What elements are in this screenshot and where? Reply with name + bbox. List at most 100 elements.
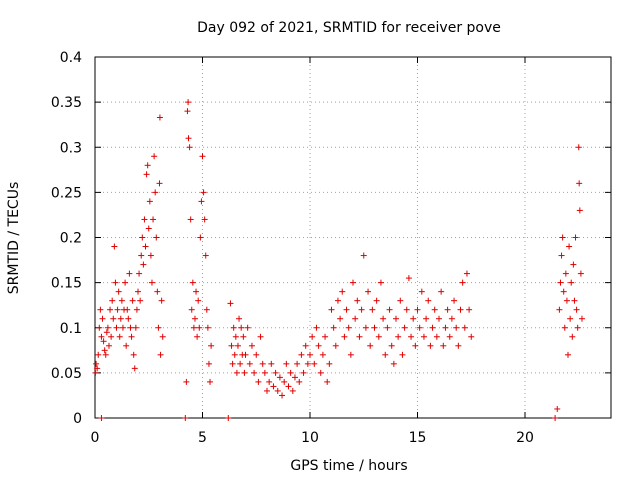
data-point [294, 360, 301, 367]
data-point [225, 415, 232, 421]
data-point [182, 415, 189, 421]
data-point [330, 324, 337, 331]
data-point [201, 216, 208, 223]
data-point [319, 351, 326, 358]
data-point [412, 342, 419, 349]
data-point [557, 279, 564, 286]
data-point [559, 234, 566, 241]
data-point [576, 180, 583, 187]
data-point [122, 279, 129, 286]
data-point [253, 351, 260, 358]
data-point [393, 315, 399, 322]
data-point [570, 261, 577, 268]
y-tick-label: 0.05 [51, 366, 82, 382]
data-point [285, 383, 292, 390]
data-point [147, 252, 154, 259]
data-point [261, 369, 268, 376]
data-point [135, 288, 141, 295]
data-point [568, 279, 575, 286]
data-point [141, 216, 148, 223]
data-point [399, 351, 406, 358]
data-point [560, 288, 567, 295]
data-point [382, 351, 389, 358]
data-point [96, 324, 103, 331]
data-point [562, 270, 569, 277]
data-point [573, 306, 580, 313]
x-tick-label: 15 [409, 430, 427, 446]
data-point [554, 405, 561, 412]
data-point [257, 333, 264, 340]
data-point [354, 297, 361, 304]
data-point [233, 369, 240, 376]
data-point [153, 234, 160, 241]
data-point [405, 275, 412, 282]
data-point [311, 360, 318, 367]
data-point [380, 315, 387, 322]
data-point [431, 306, 438, 313]
data-point [194, 333, 201, 340]
data-point [185, 135, 192, 142]
data-point [556, 306, 563, 313]
data-point [197, 234, 204, 241]
data-point [567, 315, 574, 322]
x-tick-labels: 0 5 10 15 20 [91, 430, 534, 446]
data-point [193, 288, 200, 295]
axis-ticks [94, 56, 611, 419]
data-point [565, 351, 571, 358]
data-point [242, 351, 249, 358]
data-point [203, 306, 210, 313]
data-point [341, 333, 348, 340]
data-point [448, 315, 455, 322]
data-point [455, 342, 462, 349]
y-tick-label: 0.2 [60, 231, 82, 247]
data-point [185, 99, 192, 106]
data-point [95, 351, 102, 358]
data-point [367, 342, 374, 349]
data-point [569, 333, 576, 340]
data-point [200, 189, 207, 196]
data-point [199, 153, 206, 160]
data-point [388, 342, 395, 349]
data-point [289, 387, 296, 394]
data-point [108, 333, 115, 340]
data-point [156, 180, 163, 187]
data-point [232, 333, 239, 340]
data-point [423, 315, 430, 322]
data-point [347, 351, 354, 358]
data-point [246, 360, 253, 367]
data-point [371, 324, 378, 331]
data-point [142, 243, 149, 250]
data-point [112, 279, 119, 286]
data-point [136, 270, 143, 277]
data-point [110, 315, 117, 322]
data-point [375, 333, 382, 340]
data-point [315, 342, 322, 349]
data-point [429, 324, 436, 331]
data-point [438, 288, 445, 295]
data-point [369, 306, 376, 313]
data-point [444, 306, 451, 313]
y-tick-label: 0.35 [51, 95, 82, 111]
data-point [416, 324, 423, 331]
y-tick-label: 0.3 [60, 140, 82, 156]
data-point [130, 351, 137, 358]
data-point [158, 297, 165, 304]
data-point [157, 351, 164, 358]
data-point [442, 324, 449, 331]
data-point [123, 342, 130, 349]
data-point [332, 342, 339, 349]
data-point [196, 324, 203, 331]
x-tick-label: 0 [91, 430, 100, 446]
data-point [228, 342, 235, 349]
data-point [132, 324, 139, 331]
y-tick-labels: 0 0.05 0.1 0.15 0.2 0.25 0.3 0.35 0.4 [51, 50, 82, 427]
data-point [420, 333, 427, 340]
data-point [187, 216, 194, 223]
data-point [339, 288, 346, 295]
data-point [373, 297, 380, 304]
data-point [334, 297, 341, 304]
data-point [234, 342, 241, 349]
data-point [451, 297, 458, 304]
data-point [125, 315, 132, 322]
